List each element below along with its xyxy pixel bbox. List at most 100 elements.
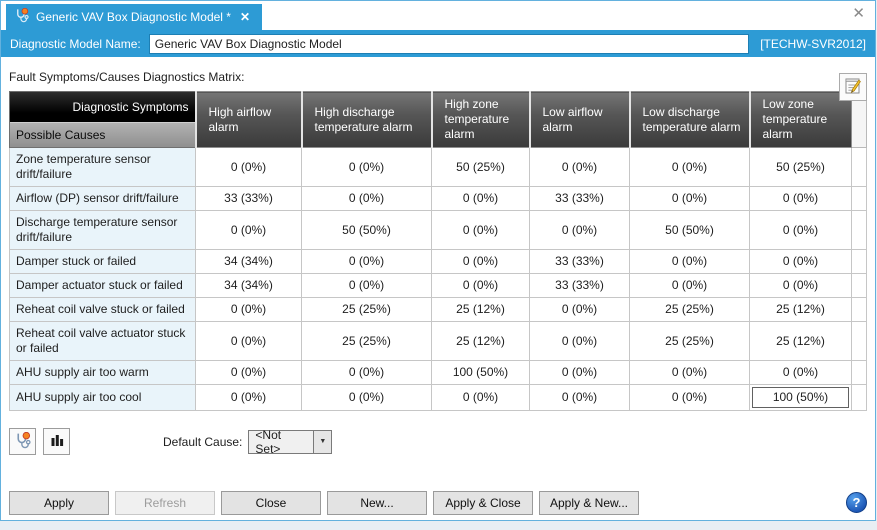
bar-chart-icon [49,432,65,451]
matrix-cell[interactable]: 0 (0%) [529,210,630,250]
matrix-cell[interactable]: 0 (0%) [749,210,852,250]
matrix-cell[interactable]: 25 (25%) [629,297,750,322]
matrix-cell[interactable]: 0 (0%) [749,273,852,298]
matrix-cell[interactable]: 0 (0%) [529,297,630,322]
matrix-cell[interactable]: 0 (0%) [195,297,302,322]
possible-causes-label: Possible Causes [10,123,195,147]
column-header: Low discharge temperature alarm [628,91,750,148]
name-bar: Diagnostic Model Name: [TECHW-SVR2012] [1,30,875,57]
matrix-cell[interactable]: 0 (0%) [529,321,630,361]
matrix-cell[interactable]: 100 (50%) [749,384,852,411]
matrix-row: Discharge temperature sensor drift/failu… [9,210,867,250]
matrix-cell[interactable]: 0 (0%) [301,384,432,411]
default-cause-value: <Not Set> [255,427,282,456]
matrix-cell[interactable]: 0 (0%) [195,210,302,250]
matrix-cell[interactable]: 0 (0%) [301,273,432,298]
matrix-row: AHU supply air too cool 0 (0%) 0 (0%) 0 (0%… [9,384,867,411]
matrix-cell[interactable]: 0 (0%) [629,384,750,411]
bar-chart-view-button[interactable] [43,428,70,455]
matrix-row: Reheat coil valve actuator stuck or fail… [9,321,867,361]
matrix-cell[interactable]: 0 (0%) [529,360,630,385]
matrix-cell[interactable]: 0 (0%) [431,249,530,274]
matrix-cell[interactable]: 0 (0%) [301,186,432,211]
matrix-cell[interactable]: 0 (0%) [431,273,530,298]
apply-button[interactable]: Apply [9,490,109,515]
matrix-cell[interactable]: 0 (0%) [749,249,852,274]
help-icon[interactable]: ? [846,492,867,513]
matrix-cell[interactable]: 0 (0%) [195,147,302,187]
matrix-cell[interactable]: 0 (0%) [749,360,852,385]
matrix-cell[interactable]: 0 (0%) [301,360,432,385]
matrix-cell[interactable]: 50 (50%) [629,210,750,250]
matrix-cell[interactable]: 33 (33%) [529,249,630,274]
refresh-button[interactable]: Refresh [115,490,215,515]
matrix-cell[interactable]: 25 (25%) [301,321,432,361]
edit-note-icon [844,77,862,98]
matrix-cell[interactable]: 50 (25%) [431,147,530,187]
matrix-cell[interactable]: 0 (0%) [629,360,750,385]
cause-cell: Reheat coil valve actuator stuck or fail… [9,321,196,361]
matrix-cell[interactable]: 0 (0%) [629,249,750,274]
matrix-cell[interactable]: 0 (0%) [431,186,530,211]
matrix-cell[interactable]: 34 (34%) [195,273,302,298]
matrix-cell[interactable]: 0 (0%) [749,186,852,211]
default-cause-label: Default Cause: [163,434,243,449]
selected-cell-box[interactable]: 100 (50%) [752,387,849,408]
new-button[interactable]: New... [327,490,427,515]
model-name-input[interactable] [148,33,749,54]
matrix-cell[interactable]: 0 (0%) [301,249,432,274]
matrix-cell[interactable]: 25 (12%) [431,321,530,361]
matrix-footer-row: Default Cause: <Not Set> ▼ [9,427,867,456]
matrix-row: Airflow (DP) sensor drift/failure 33 (33%… [9,186,867,211]
matrix-cell[interactable]: 33 (33%) [195,186,302,211]
filler-cell [851,147,867,187]
filler-cell [851,273,867,298]
matrix-cell[interactable]: 0 (0%) [529,384,630,411]
corner-header-cell: Diagnostic Symptoms Possible Causes [9,91,196,148]
matrix-cell[interactable]: 34 (34%) [195,249,302,274]
tab-generic-vav-box[interactable]: Generic VAV Box Diagnostic Model * ✕ [6,4,263,30]
model-name-label: Diagnostic Model Name: [10,36,141,51]
matrix-cell[interactable]: 0 (0%) [195,321,302,361]
matrix-cell[interactable]: 0 (0%) [301,147,432,187]
matrix-row: Damper actuator stuck or failed 34 (34%) 0… [9,273,867,298]
matrix-cell[interactable]: 0 (0%) [529,147,630,187]
matrix-cell[interactable]: 33 (33%) [529,186,630,211]
matrix-cell[interactable]: 25 (12%) [431,297,530,322]
matrix-cell[interactable]: 100 (50%) [431,360,530,385]
matrix-cell[interactable]: 0 (0%) [195,384,302,411]
filler-cell [851,186,867,211]
matrix-cell[interactable]: 33 (33%) [529,273,630,298]
tab-title: Generic VAV Box Diagnostic Model * [36,10,231,24]
filler-header [851,91,867,148]
matrix-cell[interactable]: 25 (12%) [749,297,852,322]
default-cause-dropdown[interactable]: <Not Set> ▼ [248,427,333,456]
window-close-icon[interactable]: ✕ [852,5,865,22]
matrix-cell[interactable]: 25 (12%) [749,321,852,361]
close-button[interactable]: Close [221,490,321,515]
matrix-cell[interactable]: 50 (25%) [749,147,852,187]
apply-new-button[interactable]: Apply & New... [539,490,639,515]
cause-cell: Zone temperature sensor drift/failure [9,147,196,187]
apply-close-button[interactable]: Apply & Close [433,490,533,515]
chevron-down-icon: ▼ [313,430,332,453]
matrix-header-row: Diagnostic Symptoms Possible Causes High… [9,91,867,148]
desktop-background-strip [0,522,877,530]
matrix-cell[interactable]: 25 (25%) [629,321,750,361]
matrix-cell[interactable]: 0 (0%) [431,384,530,411]
edit-matrix-button[interactable] [839,73,867,101]
filler-cell [851,297,867,322]
matrix-cell[interactable]: 0 (0%) [629,273,750,298]
matrix-cell[interactable]: 0 (0%) [629,186,750,211]
matrix-cell[interactable]: 50 (50%) [301,210,432,250]
diagnostic-symptoms-label: Diagnostic Symptoms [10,92,195,123]
matrix-cell[interactable]: 0 (0%) [431,210,530,250]
column-header: Low zone temperature alarm [748,91,852,148]
filler-cell [851,384,867,411]
matrix-cell[interactable]: 25 (25%) [301,297,432,322]
tab-close-icon[interactable]: ✕ [239,10,251,24]
matrix-cell[interactable]: 0 (0%) [629,147,750,187]
diagnostic-view-button[interactable] [9,428,36,455]
matrix-cell[interactable]: 0 (0%) [195,360,302,385]
